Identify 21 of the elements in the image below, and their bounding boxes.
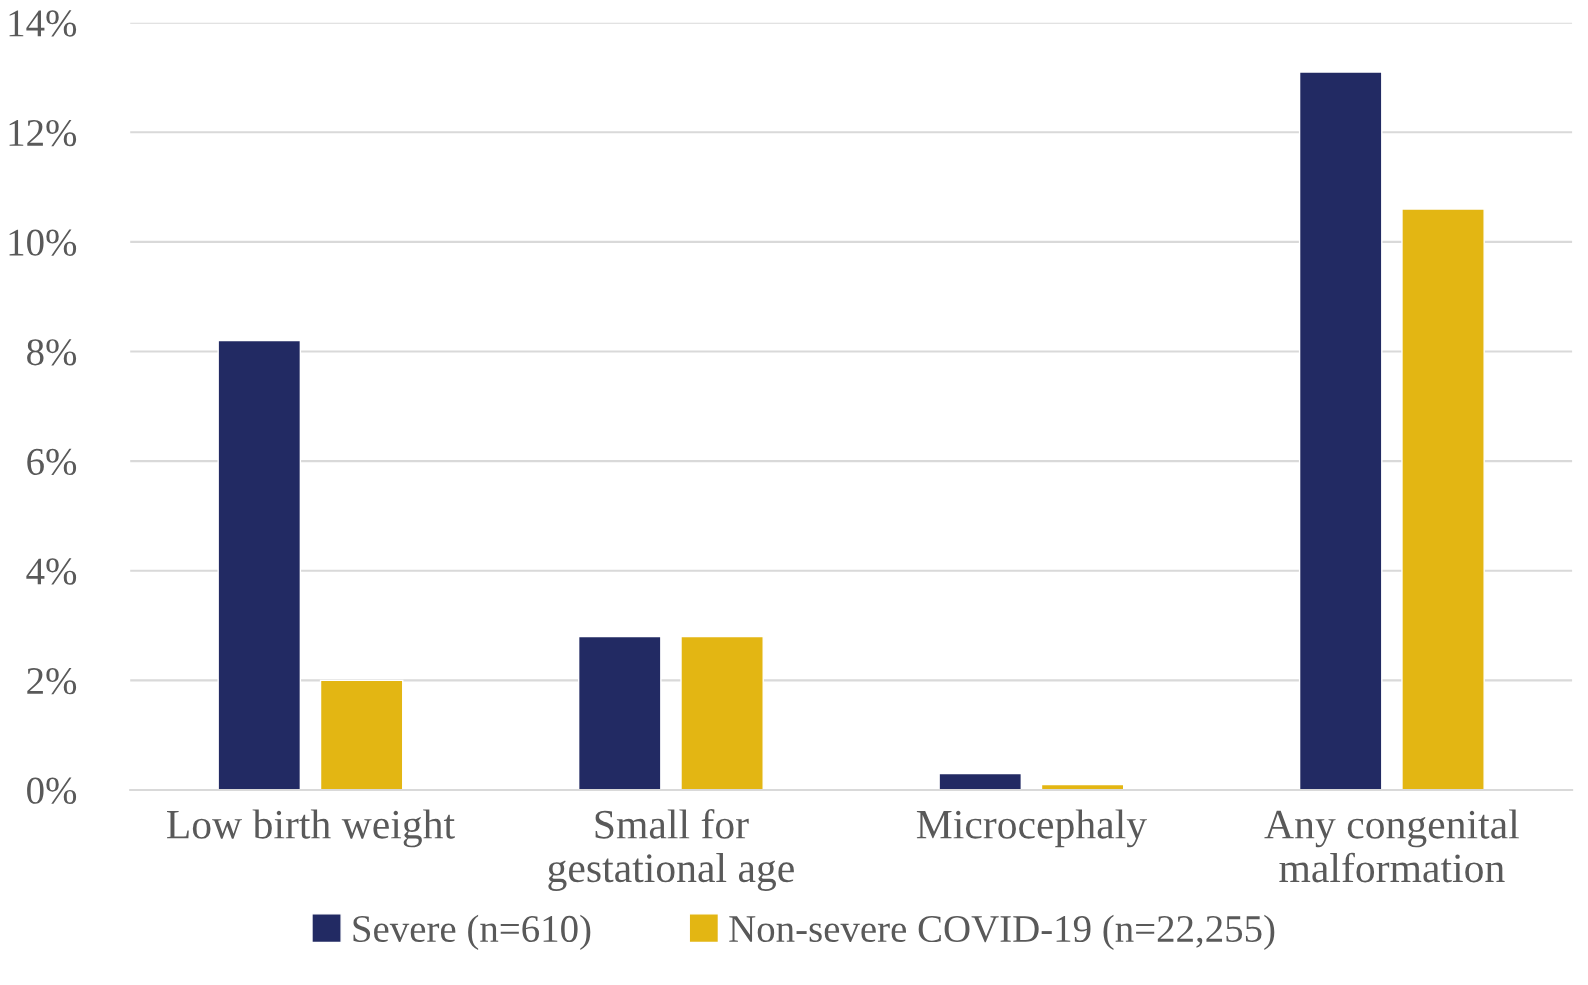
- x-tick-label: Microcephaly: [916, 809, 1147, 848]
- bar: [938, 772, 1023, 790]
- bar: [1298, 71, 1383, 790]
- bar: [680, 635, 764, 790]
- x-tick-label: Small for gestational age: [548, 808, 794, 891]
- y-tick-label: 0%: [27, 777, 77, 804]
- y-tick-label: 2%: [27, 667, 77, 695]
- y-tick-label: 4%: [26, 558, 77, 585]
- y-tick-label: 12%: [9, 119, 77, 147]
- y-tick-label: 14%: [9, 10, 77, 37]
- legend-label: Severe (n=610): [353, 914, 591, 950]
- bar: [319, 679, 404, 790]
- y-tick-label: 8%: [27, 339, 77, 366]
- bar: [1401, 208, 1485, 790]
- bar: [577, 635, 662, 790]
- y-tick-label: 6%: [27, 448, 77, 476]
- x-tick-label: Any congenital malformation: [1264, 809, 1519, 883]
- bar: [217, 339, 302, 790]
- legend-label: Non-severe COVID-19 (n=22,255): [729, 914, 1275, 950]
- y-tick-label: 10%: [9, 229, 77, 256]
- x-tick-label: Low birth weight: [167, 809, 455, 848]
